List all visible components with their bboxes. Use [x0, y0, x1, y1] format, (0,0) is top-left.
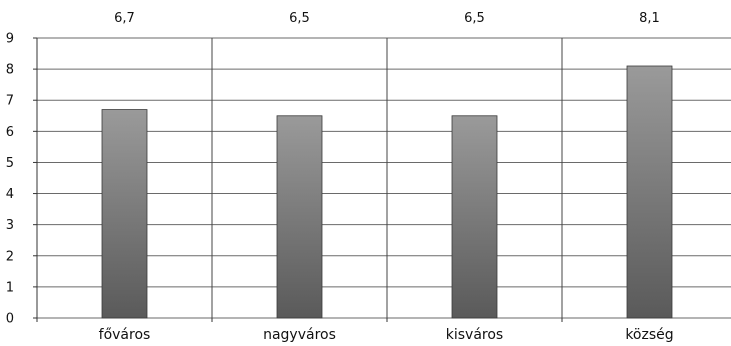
y-tick-label: 4 — [6, 187, 14, 202]
bar-nagyváros — [276, 115, 323, 319]
y-tick-label: 8 — [6, 63, 14, 78]
y-tick-label: 1 — [6, 280, 14, 295]
y-tick-label: 5 — [6, 156, 14, 171]
y-tick-label: 0 — [6, 312, 14, 327]
category-label: kisváros — [446, 327, 503, 343]
value-label: 8,1 — [639, 11, 660, 26]
bar-község — [626, 65, 673, 319]
y-tick-label: 6 — [6, 125, 14, 140]
y-tick-label: 9 — [6, 32, 14, 47]
category-label: község — [625, 327, 673, 343]
category-label: főváros — [99, 327, 151, 343]
value-label: 6,5 — [464, 11, 485, 26]
bar-főváros — [101, 109, 148, 319]
bar-kisváros — [451, 115, 498, 319]
plot-area: 0 1 2 3 4 5 6 7 8 9 6,7 főváros 6,5 nagyváros 6,5 kisvá… — [6, 11, 731, 343]
category-label: nagyváros — [263, 327, 336, 343]
y-tick-label: 7 — [6, 94, 14, 109]
value-label: 6,7 — [114, 11, 135, 26]
value-label: 6,5 — [289, 11, 310, 26]
y-tick-label: 3 — [6, 218, 14, 233]
y-tick-label: 2 — [6, 249, 14, 264]
